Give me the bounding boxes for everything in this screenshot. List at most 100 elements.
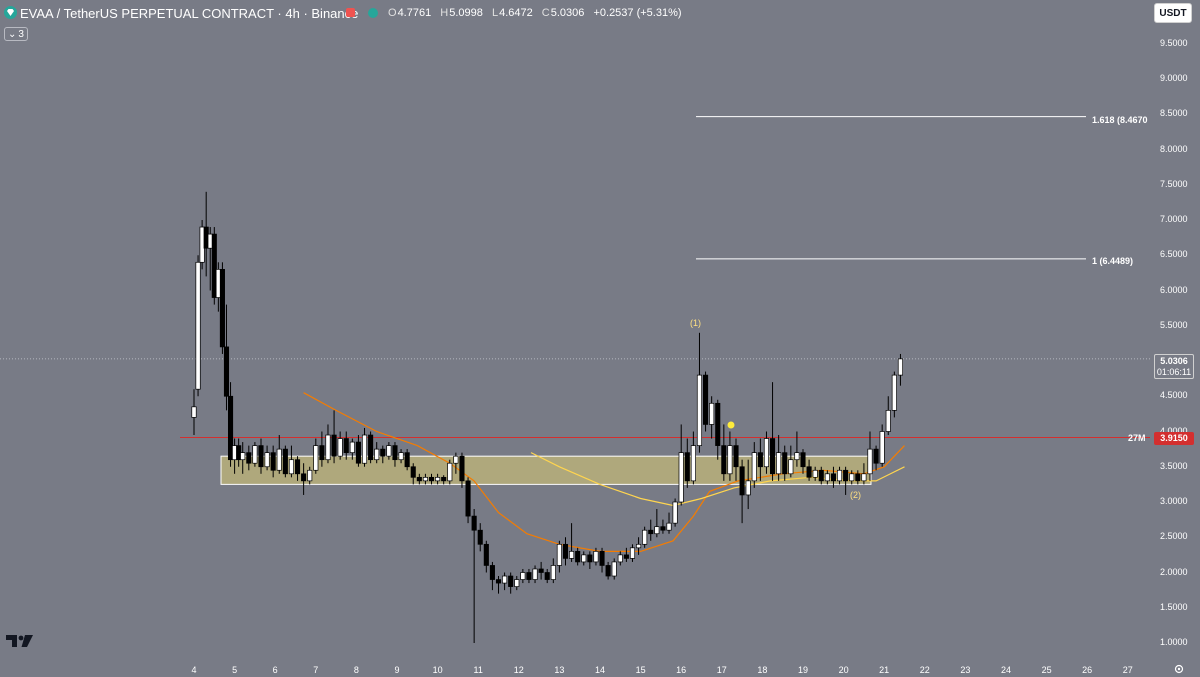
candle (703, 371, 709, 432)
candle (678, 424, 684, 506)
candle-up-body (696, 374, 703, 446)
candle (715, 399, 721, 460)
candle (654, 509, 660, 538)
candle-down-body (471, 515, 477, 531)
tradingview-logo-icon[interactable] (6, 634, 34, 648)
grid (0, 116, 1150, 438)
candle (696, 332, 703, 453)
candle (611, 558, 617, 580)
candle-up-body (502, 575, 508, 584)
candle-down-body (587, 554, 593, 563)
candle-down-body (715, 402, 721, 446)
annotations (727, 421, 735, 429)
candle (398, 449, 404, 464)
candle (849, 470, 855, 485)
candle-down-body (223, 346, 230, 397)
candle-up-body (447, 462, 453, 482)
time-axis-label: 11 (473, 665, 483, 675)
candle (721, 424, 727, 481)
candle (642, 526, 648, 548)
time-axis-label: 10 (432, 665, 443, 675)
candle (361, 427, 368, 467)
candle-up-body (435, 476, 441, 482)
price-axis-label: 1.0000 (1160, 637, 1188, 647)
price-axis-label: 2.0000 (1160, 566, 1188, 577)
candle-down-body (562, 543, 569, 559)
candle (453, 452, 459, 474)
candle-down-body (459, 455, 465, 482)
candle-down-body (599, 550, 605, 566)
currency-button[interactable]: USDT (1154, 3, 1192, 23)
wave-1-label: (1) (690, 318, 701, 328)
candle-up-body (849, 473, 855, 482)
candle (307, 466, 313, 485)
candle-down-body (526, 572, 532, 580)
time-axis-label: 15 (635, 665, 646, 675)
candle (520, 568, 526, 584)
candle-up-body (672, 501, 678, 524)
candle-up-body (836, 469, 843, 482)
candle-down-body (733, 445, 739, 468)
candle (368, 431, 374, 464)
candle-down-body (843, 469, 849, 482)
candle-down-body (721, 445, 727, 475)
price-axis-label: 8.5000 (1160, 108, 1188, 119)
time-axis-label: 23 (960, 665, 971, 675)
candle (471, 509, 477, 643)
candle-up-body (325, 434, 331, 461)
candle (788, 445, 794, 478)
fib-1-label: 1 (6.4489) (1092, 256, 1134, 266)
candle-up-body (361, 434, 368, 464)
price-axis-label: 7.0000 (1160, 214, 1188, 224)
candle (489, 561, 495, 591)
candle (211, 227, 217, 305)
candle-up-body (891, 374, 897, 411)
candle-down-body (219, 269, 225, 348)
chevron-down-icon: ⌄ (8, 28, 17, 40)
candle-down-body (343, 438, 349, 453)
candle-down-body (739, 466, 745, 496)
candle (629, 544, 636, 562)
gear-icon[interactable] (1174, 664, 1184, 674)
candle-up-body (556, 543, 562, 566)
candle (818, 466, 824, 485)
candle-up-body (763, 438, 770, 468)
candle-down-body (806, 466, 812, 478)
candle-up-body (867, 448, 873, 475)
candle-up-body (611, 561, 617, 577)
candle (422, 473, 428, 485)
symbol-logo-icon (4, 6, 17, 19)
time-axis-label: 13 (554, 665, 565, 675)
time-axis-label: 6 (272, 665, 278, 675)
candle-down-body (873, 448, 879, 464)
candle (873, 445, 879, 471)
candle (428, 473, 435, 485)
candle-down-body (258, 445, 264, 468)
candle-down-body (818, 469, 824, 482)
candle (331, 410, 337, 464)
candle (575, 547, 581, 566)
symbol-title[interactable]: EVAA / TetherUS PERPETUAL CONTRACT · 4h … (20, 6, 359, 21)
candle (836, 466, 843, 485)
candle (794, 431, 800, 467)
candle-down-body (477, 529, 483, 545)
candle (648, 519, 654, 541)
indicator-collapse-button[interactable]: ⌄ 3 (4, 27, 28, 41)
candle (855, 470, 861, 485)
time-axis-label: 27 (1122, 665, 1133, 675)
candle-up-body (337, 438, 343, 457)
candle-up-body (824, 473, 830, 482)
candle (416, 473, 422, 485)
price-axis-label: 2.5000 (1160, 531, 1188, 542)
candle (374, 442, 380, 464)
candle-up-body (709, 402, 715, 425)
candle-down-body (368, 434, 374, 461)
candle-up-body (276, 448, 282, 471)
candle (666, 512, 672, 534)
candle (252, 442, 258, 467)
candle (343, 431, 349, 460)
candle-up-body (897, 358, 903, 376)
candle-up-body (636, 543, 642, 549)
candle-up-body (861, 473, 867, 482)
